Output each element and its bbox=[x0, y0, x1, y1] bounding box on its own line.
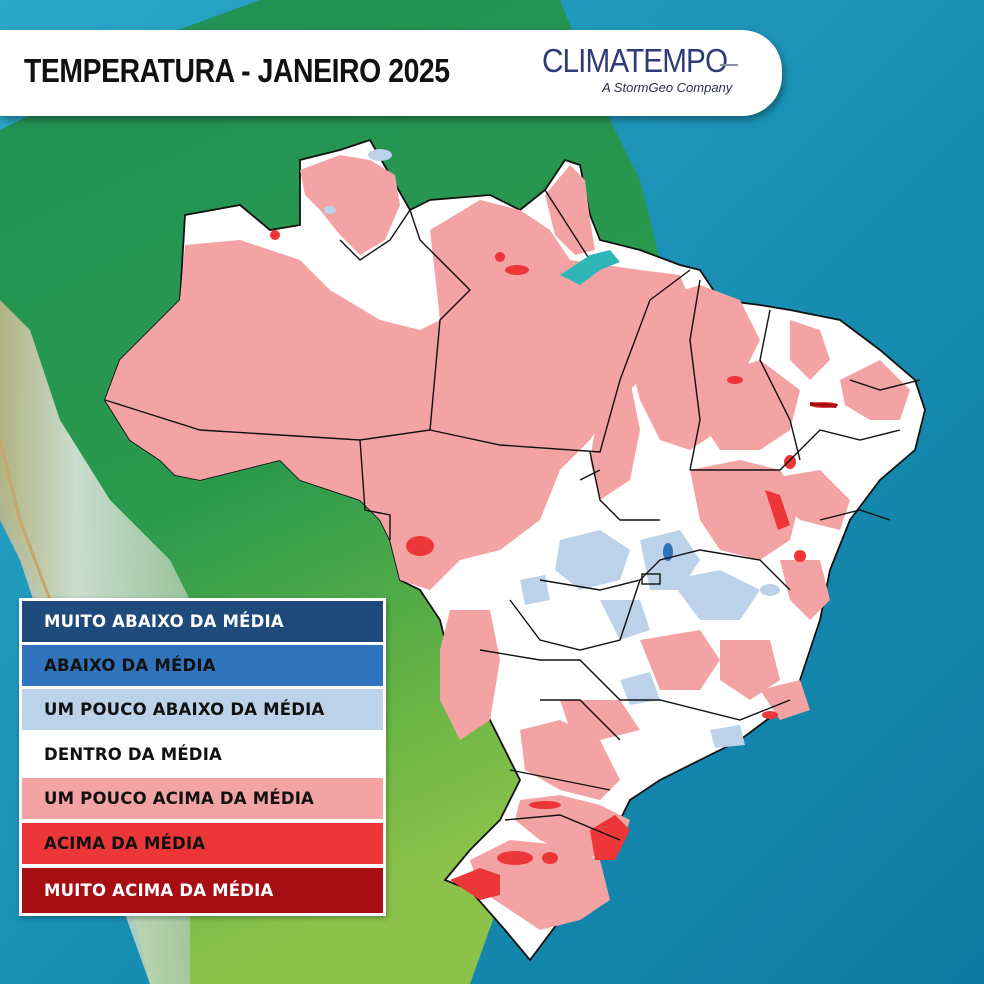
map-title: TEMPERATURA - JANEIRO 2025 bbox=[24, 52, 450, 89]
logo-tagline: A StormGeo Company bbox=[602, 80, 733, 95]
layer-um-pouco-acima bbox=[105, 155, 910, 930]
climatempo-logo: CLIMATEMPO A StormGeo Company bbox=[542, 42, 742, 102]
layer-abaixo bbox=[663, 543, 673, 561]
legend-item-acima: ACIMA DA MÉDIA bbox=[22, 823, 383, 864]
state-borders bbox=[104, 189, 921, 841]
logo-swoosh-icon bbox=[720, 64, 738, 66]
amazon-delta bbox=[560, 250, 620, 285]
legend-label: UM POUCO ABAIXO DA MÉDIA bbox=[44, 700, 325, 719]
legend-item-um-pouco-acima: UM POUCO ACIMA DA MÉDIA bbox=[22, 778, 383, 819]
legend: MUITO ABAIXO DA MÉDIA ABAIXO DA MÉDIA UM… bbox=[19, 598, 386, 916]
layer-um-pouco-abaixo bbox=[324, 149, 780, 748]
legend-item-muito-abaixo: MUITO ABAIXO DA MÉDIA bbox=[22, 601, 383, 642]
title-banner: TEMPERATURA - JANEIRO 2025 CLIMATEMPO A … bbox=[0, 30, 782, 116]
legend-label: MUITO ACIMA DA MÉDIA bbox=[44, 881, 274, 900]
legend-item-muito-acima: MUITO ACIMA DA MÉDIA bbox=[22, 868, 383, 913]
legend-label: MUITO ABAIXO DA MÉDIA bbox=[44, 612, 284, 631]
layer-muito-acima bbox=[810, 402, 838, 408]
legend-item-um-pouco-abaixo: UM POUCO ABAIXO DA MÉDIA bbox=[22, 689, 383, 730]
legend-label: UM POUCO ACIMA DA MÉDIA bbox=[44, 789, 315, 808]
legend-item-abaixo: ABAIXO DA MÉDIA bbox=[22, 645, 383, 686]
layer-acima bbox=[270, 230, 838, 900]
legend-label: ABAIXO DA MÉDIA bbox=[44, 656, 216, 675]
legend-label: ACIMA DA MÉDIA bbox=[44, 834, 206, 853]
logo-wordmark: CLIMATEMPO bbox=[542, 42, 728, 79]
legend-item-dentro: DENTRO DA MÉDIA bbox=[22, 734, 383, 775]
legend-label: DENTRO DA MÉDIA bbox=[44, 745, 223, 764]
